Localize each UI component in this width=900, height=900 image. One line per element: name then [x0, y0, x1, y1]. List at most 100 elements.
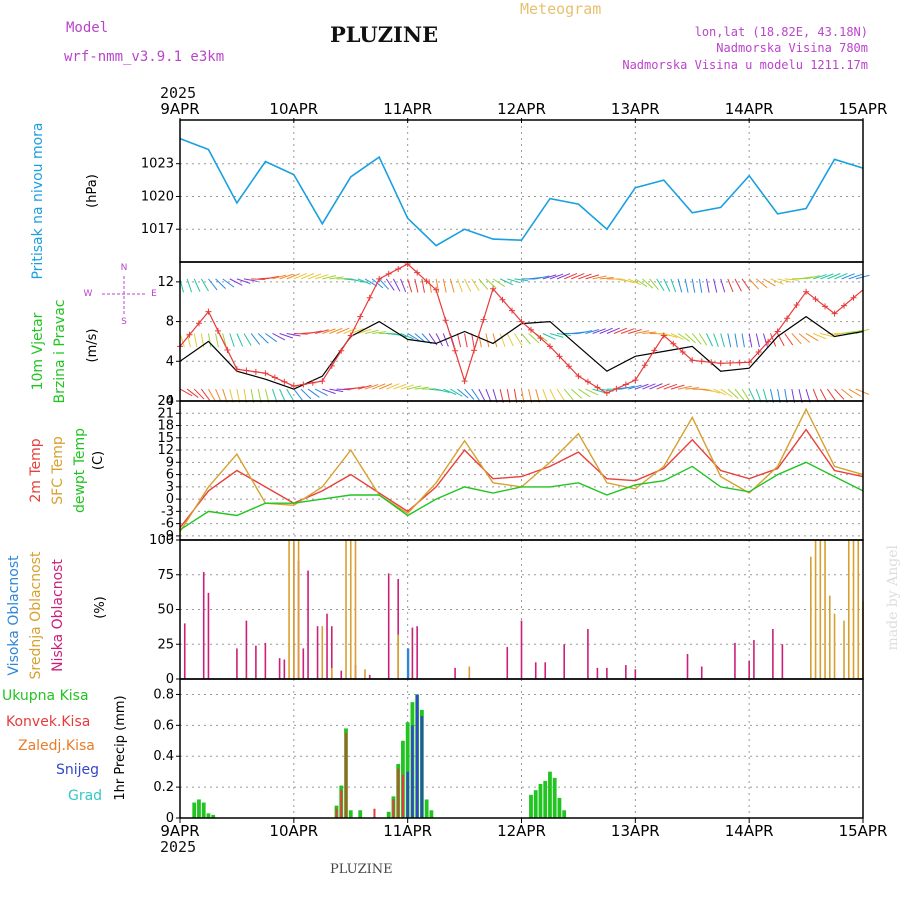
wind-unit-label: (m/s): [85, 329, 100, 363]
gust-marker: [546, 343, 553, 350]
wind-arrow: [578, 273, 592, 280]
cloud-mid-bar: [293, 540, 295, 679]
gust-marker: [214, 327, 221, 334]
rain-total-bar: [211, 814, 216, 818]
wind-arrow: [229, 278, 243, 286]
wind-arrow: [257, 333, 269, 344]
cloud-low-bar: [587, 628, 589, 679]
cloud-low-bar: [781, 644, 784, 679]
wind-arrow: [293, 388, 303, 401]
wind-arrow: [628, 384, 642, 390]
wind-arrow: [435, 333, 444, 347]
wind-arrow: [279, 273, 293, 280]
wind-axis-title-1: 10m Vjetar: [30, 312, 46, 390]
wind-arrow: [215, 388, 222, 403]
wind-arrow: [813, 274, 827, 280]
cloud-mid-bar: [824, 540, 826, 679]
gust-marker: [746, 359, 753, 366]
product-title: Meteogram: [520, 0, 602, 18]
wind-arrow: [222, 388, 228, 403]
cloud-mid-bar: [288, 540, 290, 679]
cloud-mid-bar: [828, 595, 831, 679]
cloud-low-bar: [255, 645, 257, 679]
gust-marker: [784, 315, 791, 322]
wind-arrow: [805, 275, 820, 280]
wind-arrow: [755, 333, 760, 348]
wind-arrow: [599, 327, 613, 334]
rain-total-bar: [405, 722, 410, 818]
rain-total-bar: [548, 771, 552, 818]
y-tick-label: 4: [166, 354, 174, 369]
wind-arrow: [286, 273, 300, 280]
wind-arrow: [186, 333, 191, 348]
gust-marker: [670, 340, 677, 347]
rain-total-bar: [429, 810, 434, 818]
wind-arrow: [592, 328, 606, 334]
wind-arrow: [186, 388, 199, 398]
cloud-low-bar: [606, 667, 608, 679]
wind-arrow: [392, 278, 401, 292]
y-tick-label: 18: [157, 419, 174, 434]
wind-arrow: [336, 327, 350, 334]
wind-arrow: [698, 333, 708, 346]
rain-convective-bar: [335, 808, 338, 818]
x-tick-label-bottom: 10APR: [269, 822, 318, 840]
wind-arrow: [279, 388, 286, 403]
wind-arrow: [407, 278, 413, 293]
wind-arrow: [535, 275, 550, 280]
compass-letter: S: [121, 317, 127, 327]
cloud-low-bar: [700, 666, 703, 679]
gust-marker: [689, 357, 696, 364]
y-tick-label: 1017: [141, 222, 174, 237]
gust-marker: [480, 316, 487, 323]
cloud-mid-bar: [397, 634, 399, 679]
cloud-axis-title-3: Niska Oblacnost: [50, 559, 66, 672]
gust-marker: [490, 285, 497, 292]
gust-marker: [632, 377, 639, 384]
cloud-mid-bar: [364, 669, 366, 679]
wind-arrow: [635, 383, 649, 390]
wind-arrow: [442, 278, 447, 293]
wind-arrow: [322, 388, 336, 395]
wind-arrow: [485, 388, 492, 403]
wind-arrow: [713, 333, 719, 347]
wind-arrow: [755, 278, 768, 289]
wind-arrow: [357, 278, 371, 285]
precip-legend-3: Zaledj.Kisa: [18, 738, 95, 754]
y-tick-label: 75: [157, 568, 174, 583]
wind-arrow: [215, 278, 226, 290]
y-tick-label: 3: [166, 480, 174, 495]
wind-arrow: [464, 333, 468, 348]
wind-arrow: [635, 278, 648, 288]
wind-arrow: [620, 328, 635, 334]
wind-arrow: [193, 388, 205, 400]
cloud-axis-title-1: Visoka Oblacnost: [6, 555, 22, 676]
gust-marker: [357, 313, 364, 320]
cloud-low-bar: [330, 626, 333, 679]
compass-cross: [102, 276, 146, 314]
wind-arrow: [492, 278, 506, 287]
gust-marker: [186, 331, 193, 338]
elevation-label: Nadmorska Visina 780m: [716, 41, 868, 55]
rain-convective-bar: [397, 768, 400, 818]
snow-bar: [415, 694, 419, 818]
wind-arrow: [848, 388, 862, 397]
wind-arrow: [834, 388, 845, 400]
wind-arrow: [421, 278, 425, 293]
wind-arrow: [820, 273, 834, 280]
gust-marker: [803, 288, 810, 295]
wind-arrow: [819, 388, 828, 402]
gust-marker: [205, 308, 212, 315]
wind-arrow: [748, 278, 759, 290]
wind-arrow: [514, 278, 529, 282]
y-tick-label: -3: [161, 504, 174, 519]
cloud-high-bar: [406, 648, 410, 679]
rain-convective-bar: [401, 774, 404, 818]
station-title: PLUZINE: [330, 22, 439, 47]
cloud-low-bar: [283, 659, 286, 679]
wind-arrow: [229, 333, 235, 347]
footer-station: PLUZINE: [330, 862, 393, 877]
cloud-low-bar: [302, 648, 305, 679]
y-tick-label: 0: [166, 811, 174, 826]
